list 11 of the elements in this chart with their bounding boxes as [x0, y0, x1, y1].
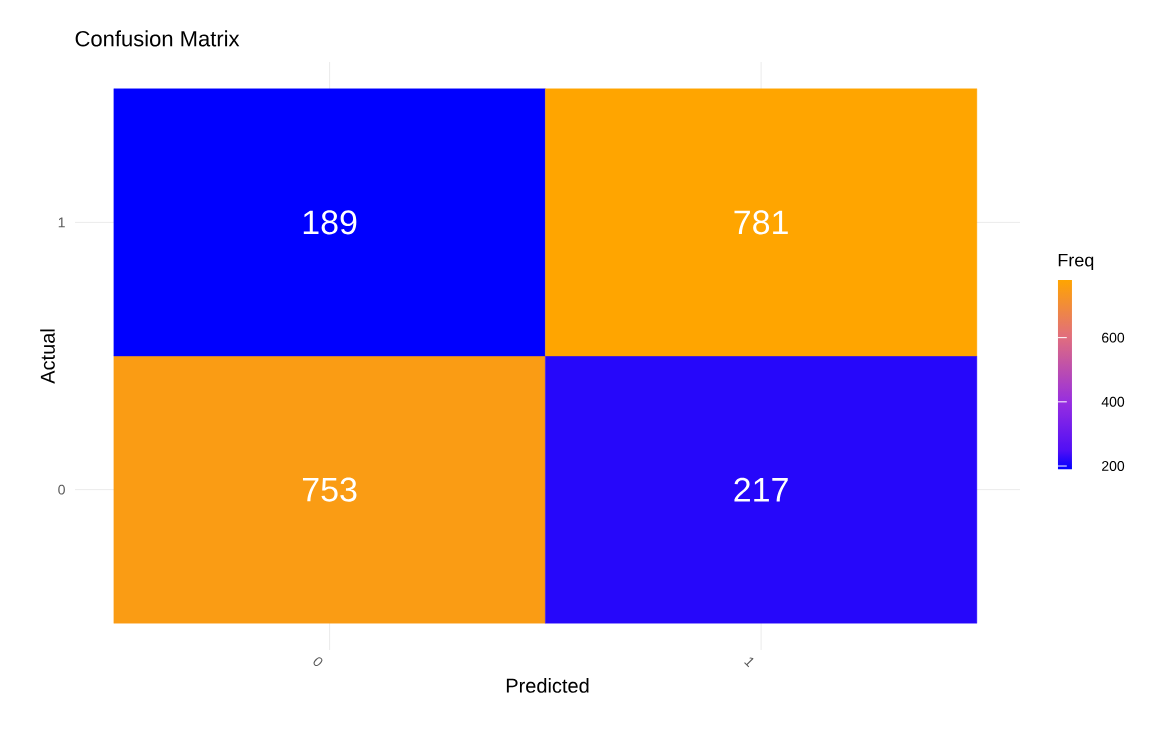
- color-bar-title: Freq: [1058, 253, 1094, 271]
- y-axis-title: Actual: [40, 329, 55, 384]
- color-bar-label: 600: [1102, 332, 1125, 343]
- color-bar-label: 400: [1101, 396, 1125, 407]
- data-label: 781: [734, 210, 788, 235]
- data-label: 217: [734, 477, 788, 502]
- data-label: 189: [303, 210, 357, 235]
- data-label: 753: [302, 477, 357, 502]
- color-bar-label: 200: [1102, 461, 1125, 471]
- x-axis-title: Predicted: [506, 678, 589, 693]
- chart-title: Confusion Matrix: [75, 30, 240, 47]
